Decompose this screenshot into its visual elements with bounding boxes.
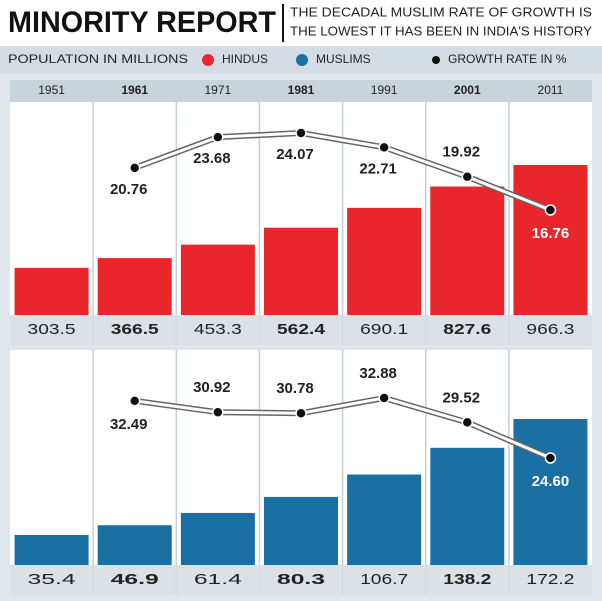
x-tick-label: 1961	[121, 83, 148, 97]
value-label: 46.9	[111, 571, 159, 588]
growth-label: 24.60	[532, 473, 570, 490]
growth-label: 23.68	[193, 150, 231, 167]
year-header-bg	[10, 80, 592, 102]
legend-label: GROWTH RATE IN %	[448, 52, 567, 66]
growth-point	[378, 141, 390, 154]
growth-point	[128, 162, 141, 174]
value-label: 61.4	[194, 571, 242, 588]
growth-line	[134, 396, 552, 460]
x-tick-label: 2011	[538, 83, 564, 97]
header-bg	[0, 0, 602, 46]
subtitle: THE DECADAL MUSLIM RATE OF GROWTH IS	[290, 5, 592, 19]
legend-label: HINDUS	[222, 52, 268, 66]
bar	[14, 534, 89, 565]
bar	[347, 474, 422, 565]
value-label: 138.2	[443, 571, 491, 588]
bar	[264, 496, 338, 565]
bar	[347, 207, 422, 315]
bar	[180, 512, 255, 565]
bar	[97, 258, 172, 315]
bar	[430, 186, 505, 315]
legend-title: POPULATION IN MILLIONS	[8, 52, 188, 66]
value-label-bg	[10, 315, 592, 345]
x-tick-label: 1981	[288, 83, 315, 97]
bar	[513, 165, 588, 315]
bar	[180, 244, 255, 315]
growth-point	[295, 127, 307, 139]
growth-line	[134, 131, 551, 212]
growth-label: 29.52	[443, 389, 481, 406]
growth-point	[295, 407, 307, 419]
x-tick-label: 1971	[205, 83, 232, 97]
x-tick-label: 2001	[454, 83, 481, 97]
growth-point	[128, 395, 141, 407]
x-tick-label: 1991	[371, 83, 398, 97]
growth-point	[212, 406, 224, 418]
growth-label: 32.88	[359, 365, 397, 382]
growth-label: 19.92	[443, 144, 481, 161]
bar	[14, 267, 89, 315]
value-label: 35.4	[28, 571, 76, 588]
bar	[264, 227, 338, 315]
value-label: 172.2	[526, 571, 574, 588]
value-label: 562.4	[277, 321, 326, 338]
value-label: 366.5	[111, 321, 159, 338]
growth-point	[461, 170, 474, 183]
legend-swatch	[202, 54, 214, 66]
value-label: 453.3	[194, 321, 242, 338]
growth-label: 16.76	[532, 225, 570, 242]
growth-label: 30.92	[193, 379, 231, 396]
growth-label: 20.76	[110, 181, 148, 198]
growth-label: 22.71	[359, 160, 397, 177]
value-label-bg	[10, 565, 592, 595]
value-label: 827.6	[443, 321, 491, 338]
legend-label: MUSLIMS	[316, 52, 371, 66]
subtitle: THE LOWEST IT HAS BEEN IN INDIA'S HISTOR…	[290, 24, 593, 38]
bar	[430, 447, 505, 565]
value-label: 966.3	[526, 321, 574, 338]
growth-point	[378, 392, 390, 404]
bar	[513, 419, 588, 565]
growth-label: 32.49	[110, 416, 148, 433]
legend-swatch	[296, 54, 308, 66]
growth-label: 24.07	[276, 146, 314, 163]
legend-swatch	[432, 56, 440, 64]
value-label: 80.3	[277, 571, 325, 588]
value-label: 690.1	[360, 321, 408, 338]
growth-point	[544, 204, 557, 216]
growth-point	[544, 452, 557, 464]
bar	[97, 525, 172, 565]
growth-point	[461, 416, 474, 429]
value-label: 303.5	[28, 321, 76, 338]
x-tick-label: 1951	[38, 83, 65, 97]
growth-point	[212, 131, 224, 143]
value-label: 106.7	[360, 571, 408, 588]
title: MINORITY REPORT	[8, 6, 276, 39]
growth-label: 30.78	[276, 380, 314, 397]
